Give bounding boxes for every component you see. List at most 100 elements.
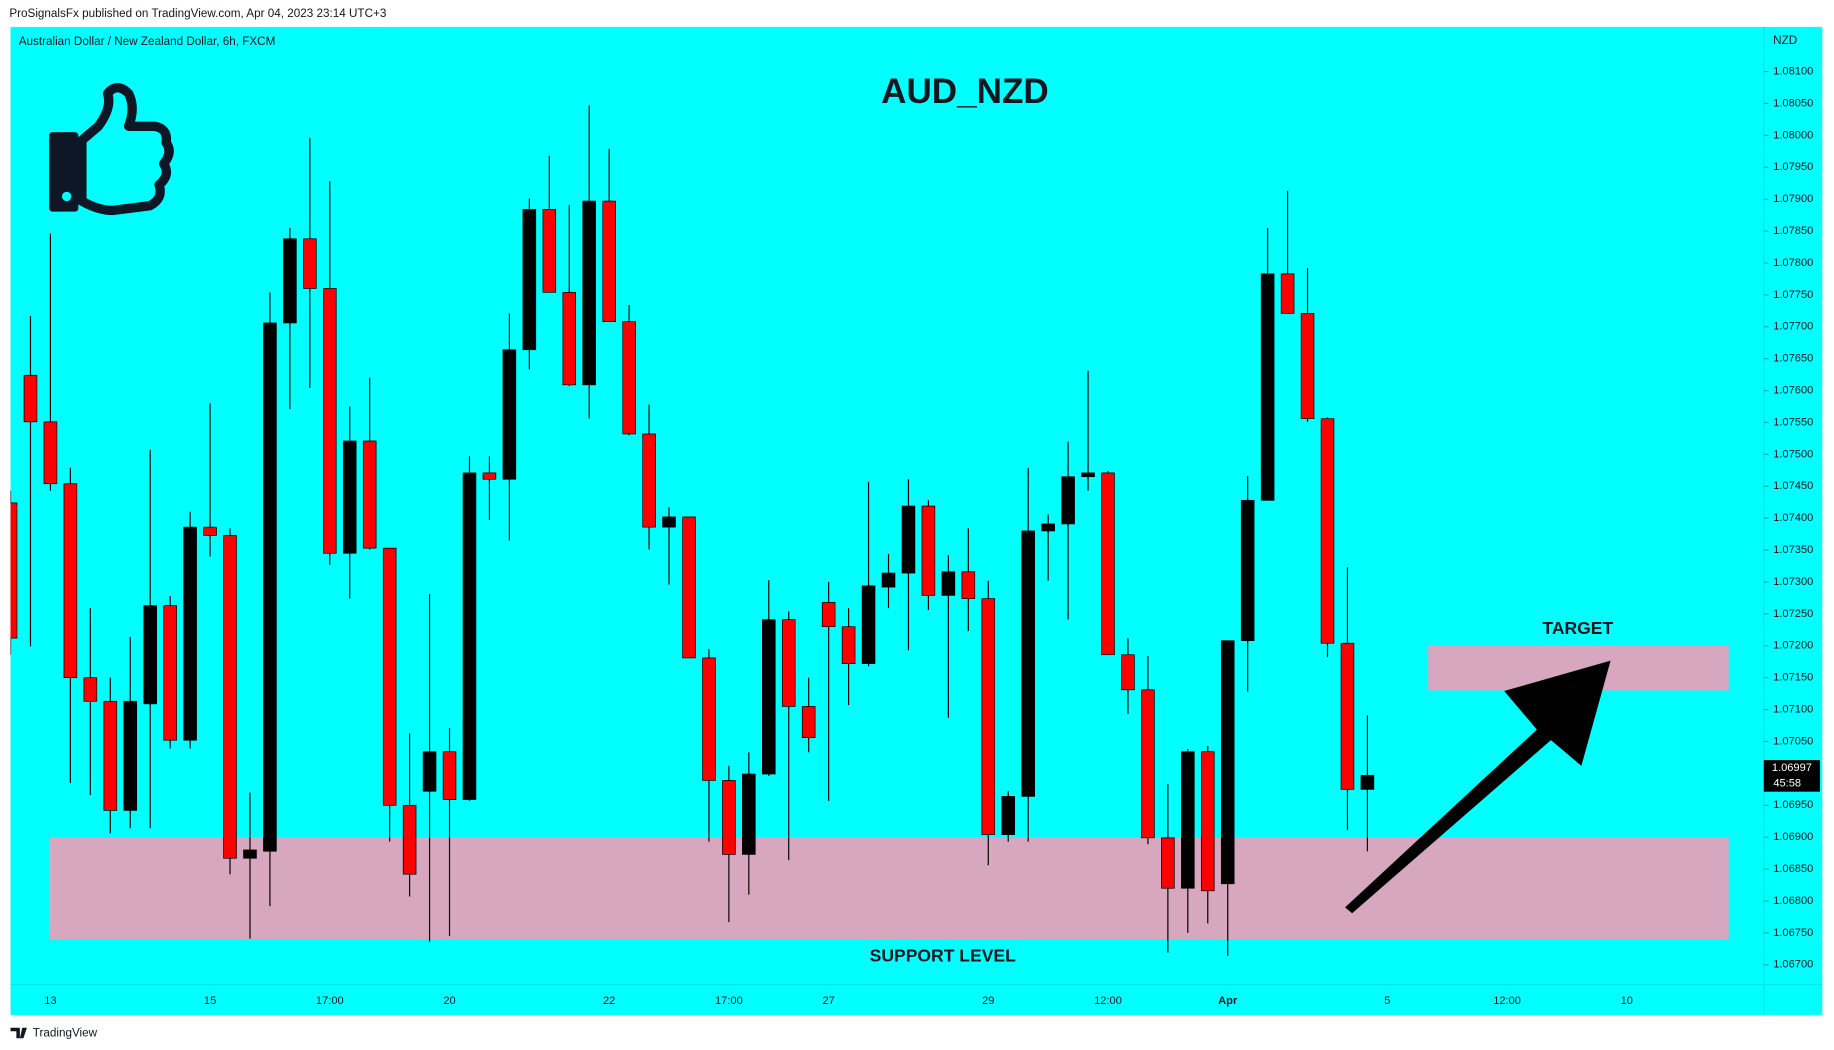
y-tick-label: 1.06850 (1773, 863, 1813, 875)
candle-body (1320, 418, 1335, 644)
candle-body (562, 291, 577, 386)
candle-body (682, 516, 696, 659)
y-tick-label: 1.07700 (1773, 321, 1813, 333)
candle-body (761, 619, 776, 775)
publish-header: ProSignalsFx published on TradingView.co… (9, 7, 386, 20)
y-tick-label: 1.08000 (1773, 129, 1813, 141)
zone-label: SUPPORT LEVEL (870, 945, 1016, 965)
candle-body (402, 804, 417, 875)
x-tick-label: 22 (603, 995, 615, 1007)
zone (49, 837, 1729, 940)
candle-body (841, 626, 856, 664)
candle-body (442, 751, 457, 800)
candle-body (1021, 530, 1035, 797)
y-tick-label: 1.06700 (1773, 959, 1813, 971)
candle-body (462, 472, 477, 800)
candle-body (223, 535, 237, 859)
candle-body (542, 209, 557, 293)
countdown-label: 45:58 (1773, 777, 1801, 789)
y-tick-label: 1.07200 (1773, 640, 1813, 652)
candle-body (622, 321, 636, 435)
axes: 1.06700 1.06750 1.06800 1.06850 1.06900 1.069… (44, 65, 1820, 1007)
y-tick-label: 1.07250 (1773, 608, 1813, 620)
y-tick-label: 1.07450 (1773, 480, 1813, 492)
y-tick-label: 1.06800 (1773, 895, 1813, 907)
candle-body (303, 238, 317, 289)
candle-body (781, 619, 796, 707)
y-tick-label: 1.07100 (1773, 704, 1813, 716)
y-tick-label: 1.07050 (1773, 735, 1813, 747)
candle-body (1101, 472, 1115, 656)
y-tick-label: 1.06950 (1773, 799, 1813, 811)
zones (49, 645, 1729, 940)
x-tick-label: 13 (44, 995, 56, 1007)
candle-body (243, 849, 257, 859)
candle-body (1340, 642, 1355, 790)
x-tick-label: Apr (1218, 995, 1238, 1007)
x-tick-label: 15 (204, 995, 216, 1007)
y-tick-label: 1.06750 (1773, 927, 1813, 939)
zone-label: TARGET (1542, 618, 1613, 638)
candle-body (83, 677, 98, 702)
candle-body (1181, 751, 1195, 889)
y-tick-label: 1.06900 (1773, 831, 1813, 843)
candle-body (23, 374, 38, 423)
candle-body (143, 605, 157, 705)
x-tick-label: 12:00 (1493, 995, 1521, 1007)
tradingview-logo: TradingView (10, 1027, 98, 1040)
x-tick-label: 10 (1621, 995, 1633, 1007)
y-tick-label: 1.07600 (1773, 385, 1813, 397)
candle-body (821, 602, 836, 627)
candle-body (283, 238, 297, 324)
candle-body (1001, 796, 1016, 835)
candle-body (642, 433, 656, 528)
candle-body (901, 505, 916, 574)
candle-body (1280, 273, 1295, 314)
candle-body (63, 483, 78, 679)
candle-body (1081, 472, 1095, 478)
candle-body (742, 773, 756, 855)
candle-body (1220, 640, 1235, 885)
x-tick-label: 17:00 (715, 995, 743, 1007)
footer-brand: TradingView (33, 1027, 98, 1040)
candle-body (123, 700, 138, 811)
candle-body (482, 472, 497, 480)
currency-label: NZD (1773, 34, 1797, 47)
y-tick-label: 1.08100 (1773, 65, 1813, 77)
x-tick-label: 12:00 (1094, 995, 1122, 1007)
candle-body (203, 526, 217, 536)
candle-body (422, 751, 437, 792)
candle-body (183, 526, 197, 741)
candle-body (163, 605, 177, 741)
thumbs-up-icon (49, 83, 174, 216)
y-tick-label: 1.08050 (1773, 97, 1813, 109)
y-tick-label: 1.07650 (1773, 353, 1813, 365)
candle-body (702, 657, 716, 781)
candle-body (362, 440, 377, 549)
candle-body (342, 440, 357, 554)
candle-body (961, 571, 976, 599)
candle-body (1360, 774, 1375, 790)
x-tick-label: 20 (443, 995, 455, 1007)
candle-body (1200, 751, 1215, 892)
candle-body (1240, 499, 1255, 642)
y-tick-label: 1.07850 (1773, 225, 1813, 237)
candle-body (263, 322, 277, 852)
y-tick-label: 1.07800 (1773, 257, 1813, 269)
candle-body (1041, 523, 1055, 532)
candle-body (1121, 654, 1135, 691)
candle-body (1141, 689, 1155, 839)
candles (10, 105, 1375, 956)
last-price-label: 1.06997 (1772, 762, 1812, 774)
candle-body (43, 421, 58, 485)
y-tick-label: 1.07500 (1773, 448, 1813, 460)
candle-body (881, 572, 896, 588)
candle-body (1061, 476, 1075, 525)
candle-body (502, 349, 517, 480)
candle-body (1260, 273, 1275, 501)
last-price-box (1763, 760, 1820, 792)
candle-body (522, 209, 537, 351)
y-tick-label: 1.07950 (1773, 161, 1813, 173)
